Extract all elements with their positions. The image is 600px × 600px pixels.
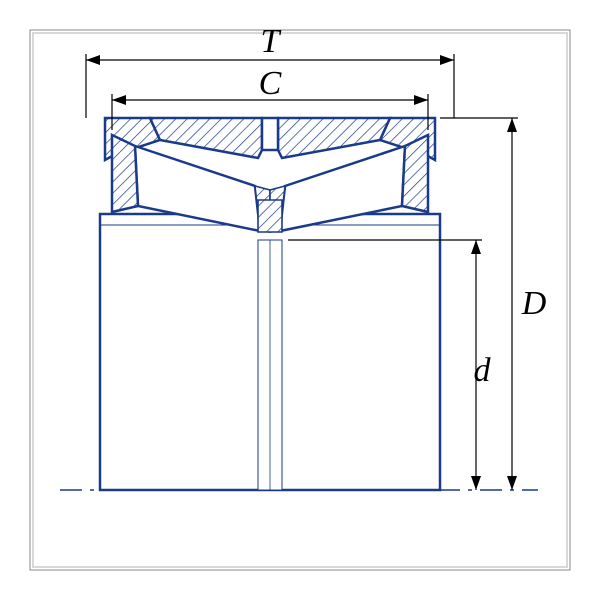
- dim-label-d: d: [474, 352, 492, 389]
- dim-label-T: T: [261, 23, 282, 60]
- bearing-diagram: TC Dd: [0, 0, 600, 600]
- dim-label-C: C: [259, 65, 282, 102]
- diagram-container: TC Dd: [0, 0, 600, 600]
- dim-label-D: D: [521, 285, 547, 322]
